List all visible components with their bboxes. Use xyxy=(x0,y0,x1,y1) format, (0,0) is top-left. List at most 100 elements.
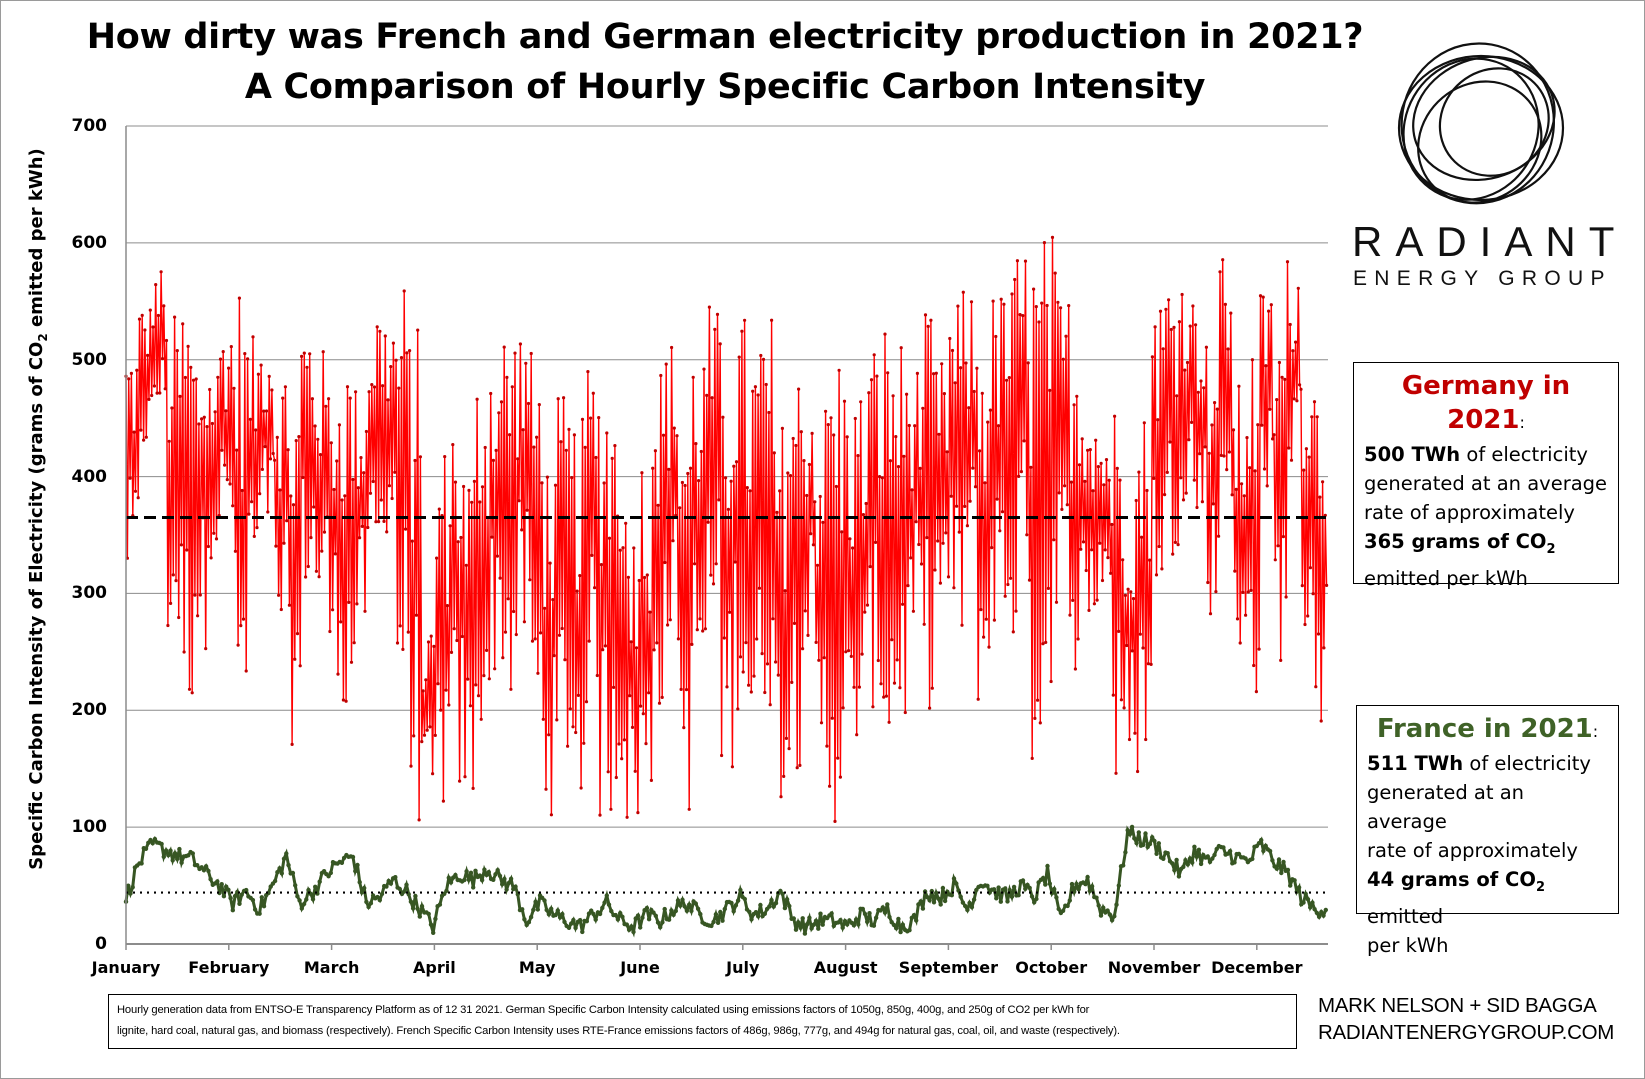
germany-point xyxy=(819,721,824,725)
germany-point xyxy=(901,602,905,606)
germany-point xyxy=(286,448,290,452)
germany-point xyxy=(1044,640,1048,645)
france-point xyxy=(1181,864,1186,870)
france-point xyxy=(1011,884,1017,890)
france-point xyxy=(232,893,238,899)
germany-point xyxy=(1072,403,1076,407)
france-point xyxy=(1170,861,1175,866)
france-point xyxy=(994,896,999,901)
germany-point xyxy=(641,712,645,716)
germany-point xyxy=(1250,358,1254,362)
germany-point xyxy=(1021,314,1025,318)
germany-point xyxy=(285,519,289,523)
germany-point xyxy=(910,488,914,492)
germany-point xyxy=(1234,487,1238,491)
germany-point xyxy=(656,503,660,507)
germany-point xyxy=(879,682,883,686)
germany-point xyxy=(394,358,398,362)
germany-point xyxy=(1223,302,1227,306)
france-point xyxy=(237,901,242,906)
germany-point xyxy=(1285,260,1290,264)
germany-point xyxy=(266,510,270,514)
germany-point xyxy=(978,449,982,453)
germany-point xyxy=(1018,313,1022,317)
france-point xyxy=(860,906,865,912)
germany-point xyxy=(1046,586,1050,591)
france-point xyxy=(591,911,596,917)
germany-point xyxy=(197,422,201,426)
germany-point xyxy=(1280,375,1284,379)
france-point xyxy=(758,902,763,908)
germany-point xyxy=(1032,287,1036,291)
france-point xyxy=(671,912,676,917)
germany-point xyxy=(256,372,260,376)
germany-point xyxy=(768,703,772,707)
germany-point xyxy=(447,703,451,707)
france-point xyxy=(1316,914,1322,919)
france-point xyxy=(646,917,652,922)
germany-point xyxy=(270,388,274,392)
germany-point xyxy=(574,730,578,735)
germany-point xyxy=(378,329,382,333)
germany-point xyxy=(774,660,778,664)
germany-point xyxy=(967,406,971,410)
france-point xyxy=(829,911,834,916)
germany-point xyxy=(348,396,352,400)
germany-point xyxy=(478,500,482,504)
germany-point xyxy=(833,819,837,824)
germany-point xyxy=(990,546,994,550)
germany-point xyxy=(1200,500,1204,504)
germany-point xyxy=(950,348,955,353)
germany-point xyxy=(1308,566,1312,570)
germany-point xyxy=(463,775,467,779)
germany-point xyxy=(571,725,575,729)
france-point xyxy=(159,841,164,847)
germany-point xyxy=(784,736,789,741)
france-point xyxy=(1040,875,1046,881)
germany-point xyxy=(1027,578,1032,582)
france-point xyxy=(493,872,498,877)
germany-point xyxy=(722,636,726,640)
france-point xyxy=(569,921,574,926)
germany-point xyxy=(976,697,980,701)
france-point xyxy=(914,918,919,923)
germany-point xyxy=(1192,478,1196,482)
france-point xyxy=(1147,841,1153,847)
france-point xyxy=(419,904,425,909)
germany-point xyxy=(196,614,200,618)
france-point xyxy=(1127,832,1133,837)
germany-point xyxy=(421,689,425,693)
germany-point xyxy=(1194,323,1198,327)
france-point xyxy=(1210,856,1215,861)
germany-point xyxy=(1262,467,1267,471)
germany-point xyxy=(1226,347,1230,351)
germany-point xyxy=(251,335,255,339)
germany-point xyxy=(462,484,466,489)
germany-point xyxy=(340,498,344,502)
germany-point xyxy=(1268,407,1272,411)
germany-point xyxy=(164,338,169,343)
germany-point xyxy=(437,507,441,511)
germany-point xyxy=(1083,479,1087,483)
france-point xyxy=(261,904,267,909)
germany-point xyxy=(810,431,814,435)
germany-point xyxy=(142,438,146,442)
germany-point xyxy=(547,733,551,737)
germany-point xyxy=(579,786,583,790)
germany-point xyxy=(221,350,225,354)
germany-point xyxy=(520,528,524,532)
germany-point xyxy=(745,486,749,490)
germany-point xyxy=(224,409,228,413)
germany-point xyxy=(799,430,803,434)
france-point xyxy=(299,906,304,911)
germany-point xyxy=(1242,494,1246,498)
france-point xyxy=(597,911,603,917)
germany-point xyxy=(171,573,175,577)
france-point xyxy=(831,923,836,929)
germany-point xyxy=(902,454,906,458)
france-point xyxy=(310,897,316,902)
germany-point xyxy=(639,704,643,708)
france-point xyxy=(279,871,284,876)
germany-point xyxy=(213,410,217,414)
footnote-box: Hourly generation data from ENTSO-E Tran… xyxy=(108,994,1297,1049)
